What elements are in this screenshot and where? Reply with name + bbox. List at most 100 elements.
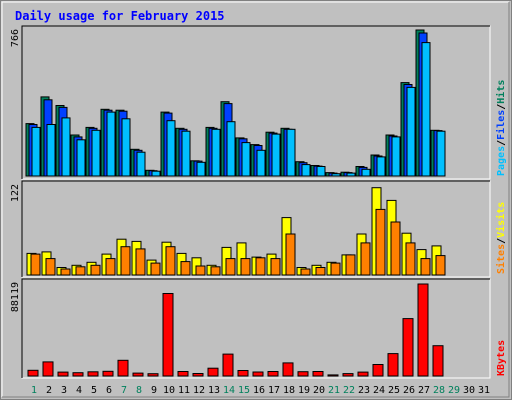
- day-label-16: 16: [253, 385, 265, 396]
- bar-sites-day-4: [75, 266, 86, 276]
- bar-kbytes-day-13: [207, 367, 219, 377]
- bar-kbytes-day-25: [387, 353, 399, 377]
- bar-sites-day-18: [285, 233, 296, 276]
- bar-kbytes-day-4: [72, 372, 84, 377]
- bar-pages-day-4: [76, 139, 86, 177]
- bar-pages-day-12: [196, 161, 206, 177]
- day-label-1: 1: [31, 385, 37, 396]
- bar-kbytes-day-23: [357, 371, 369, 377]
- bar-sites-day-15: [240, 258, 251, 276]
- legend-pages: Pages: [496, 146, 507, 176]
- bar-pages-day-7: [121, 118, 131, 177]
- bar-pages-day-8: [136, 151, 146, 177]
- day-label-12: 12: [193, 385, 205, 396]
- day-label-23: 23: [358, 385, 370, 396]
- bar-kbytes-day-21: [327, 374, 339, 377]
- bar-sites-day-22: [345, 254, 356, 276]
- bar-pages-day-15: [241, 142, 251, 177]
- bar-kbytes-day-22: [342, 373, 354, 377]
- day-label-3: 3: [61, 385, 67, 396]
- bar-sites-day-9: [150, 262, 161, 276]
- bar-pages-day-9: [151, 170, 161, 177]
- bar-sites-day-28: [435, 255, 446, 276]
- svg-text:Sites/Visits: Sites/Visits: [495, 202, 507, 274]
- day-label-5: 5: [91, 385, 97, 396]
- day-label-30: 30: [463, 385, 475, 396]
- bar-pages-day-22: [346, 172, 356, 177]
- panel-visits-sites-ymax: 122: [10, 184, 21, 202]
- day-label-31: 31: [478, 385, 490, 396]
- panel-kbytes: 88119: [10, 278, 491, 379]
- bar-sites-day-10: [165, 246, 176, 276]
- bar-pages-day-25: [391, 136, 401, 177]
- legend-hits-files-pages: Pages/Files/Hits: [495, 80, 507, 176]
- bar-sites-day-14: [225, 258, 236, 276]
- bar-sites-day-2: [45, 258, 56, 276]
- legend-sites: Sites: [495, 244, 507, 274]
- day-label-20: 20: [313, 385, 325, 396]
- bar-kbytes-day-24: [372, 364, 384, 377]
- day-label-2: 2: [46, 385, 52, 396]
- bar-sites-day-7: [120, 246, 131, 276]
- panel-kbytes-bevel: [21, 278, 490, 378]
- bar-pages-day-6: [106, 111, 116, 177]
- day-label-17: 17: [268, 385, 280, 396]
- svg-text:Pages/Files/Hits: Pages/Files/Hits: [495, 80, 507, 176]
- bar-pages-day-18: [286, 128, 296, 177]
- bar-kbytes-day-7: [117, 359, 129, 377]
- bar-sites-day-6: [105, 258, 116, 276]
- bar-sites-day-19: [300, 268, 311, 276]
- legend-visits-sites: Sites/Visits: [495, 202, 507, 274]
- bar-pages-day-26: [406, 86, 416, 177]
- bar-pages-day-19: [301, 164, 311, 177]
- bar-sites-day-27: [420, 258, 431, 276]
- bar-pages-day-11: [181, 130, 191, 177]
- bar-pages-day-17: [271, 133, 281, 177]
- bar-sites-day-8: [135, 248, 146, 276]
- bar-sites-day-13: [210, 266, 221, 276]
- bar-pages-day-1: [31, 126, 41, 177]
- day-label-24: 24: [373, 385, 385, 396]
- bar-kbytes-day-17: [267, 371, 279, 377]
- bar-sites-day-21: [330, 262, 341, 276]
- bar-kbytes-day-26: [402, 318, 414, 377]
- bar-kbytes-day-28: [432, 345, 444, 377]
- bar-kbytes-day-16: [252, 371, 264, 377]
- day-label-28: 28: [433, 385, 445, 396]
- bar-sites-day-26: [405, 242, 416, 276]
- bar-kbytes-day-1: [27, 369, 39, 377]
- legend-kbytes-group: KBytes: [496, 340, 507, 376]
- bar-kbytes-day-11: [177, 371, 189, 377]
- bar-sites-day-24: [375, 208, 386, 276]
- day-label-4: 4: [76, 385, 82, 396]
- legend-visits: Visits: [495, 202, 507, 238]
- day-label-26: 26: [403, 385, 415, 396]
- day-label-18: 18: [283, 385, 295, 396]
- panel-visits-sites: 122: [10, 180, 491, 278]
- panel-hits-files-pages-bevel: [21, 25, 490, 179]
- bar-kbytes-day-14: [222, 353, 234, 377]
- day-label-9: 9: [151, 385, 157, 396]
- bar-pages-day-27: [421, 42, 431, 177]
- panel-visits-sites-bevel: [21, 180, 490, 277]
- day-label-11: 11: [178, 385, 190, 396]
- bar-sites-day-20: [315, 267, 326, 276]
- panel-visits-sites-bars: [26, 187, 446, 276]
- day-label-15: 15: [238, 385, 250, 396]
- bar-kbytes-day-27: [417, 283, 429, 377]
- bar-sites-day-16: [255, 257, 266, 276]
- bar-kbytes-day-5: [87, 371, 99, 377]
- bar-kbytes-day-12: [192, 373, 204, 377]
- bar-kbytes-day-20: [312, 371, 324, 377]
- day-label-19: 19: [298, 385, 310, 396]
- bar-pages-day-16: [256, 149, 266, 177]
- legend-sep: /: [496, 140, 507, 146]
- panel-hits-files-pages-bars: [25, 29, 446, 177]
- day-label-25: 25: [388, 385, 400, 396]
- day-label-27: 27: [418, 385, 430, 396]
- bar-pages-day-28: [436, 130, 446, 177]
- bar-sites-day-11: [180, 261, 191, 276]
